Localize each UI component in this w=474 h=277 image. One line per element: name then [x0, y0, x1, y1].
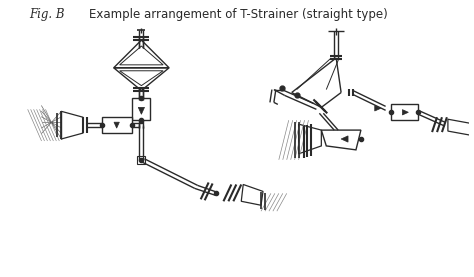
- Bar: [391, 104, 418, 120]
- Text: Fig. B: Fig. B: [30, 9, 65, 22]
- Polygon shape: [375, 106, 381, 111]
- Bar: [133, 98, 150, 120]
- Polygon shape: [341, 136, 348, 142]
- Text: Example arrangement of T-Strainer (straight type): Example arrangement of T-Strainer (strai…: [74, 9, 388, 22]
- Polygon shape: [138, 107, 145, 114]
- Bar: [102, 117, 131, 133]
- Polygon shape: [137, 156, 146, 164]
- Polygon shape: [402, 110, 409, 115]
- Polygon shape: [321, 130, 361, 150]
- Polygon shape: [114, 122, 119, 128]
